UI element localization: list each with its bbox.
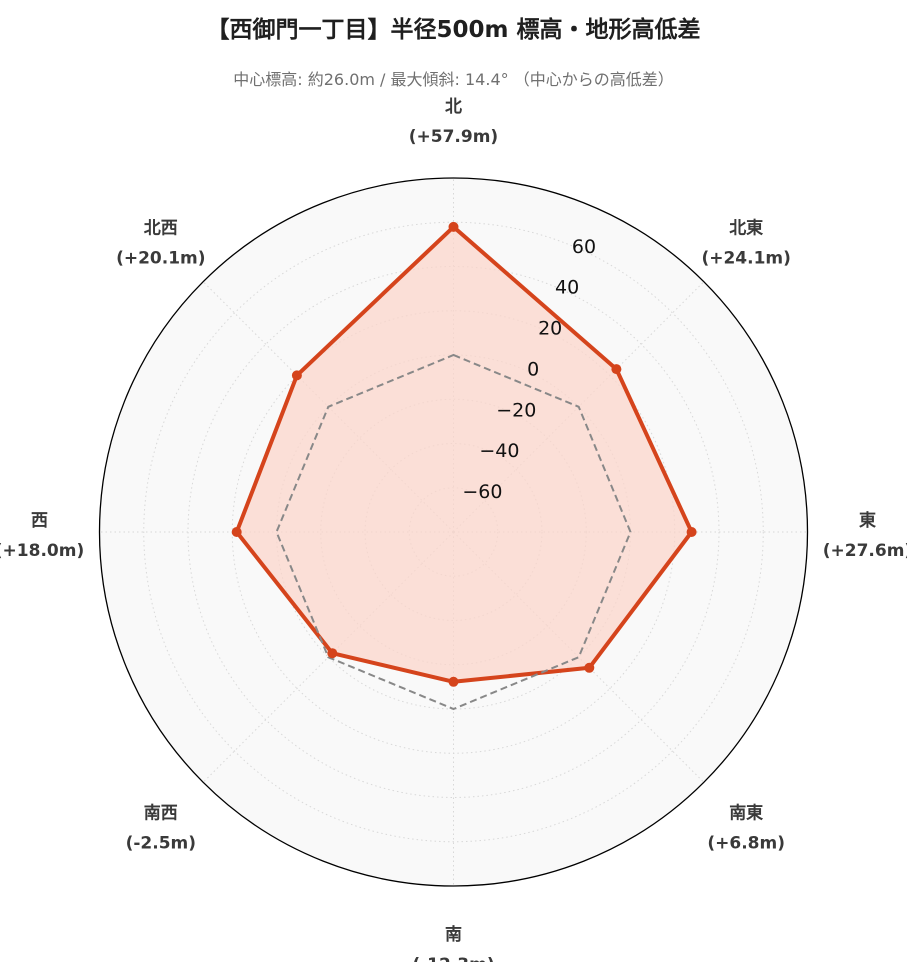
reference-line bbox=[275, 353, 632, 711]
direction-label: 南西 bbox=[144, 803, 178, 824]
radial-tick-label: 0 bbox=[527, 359, 539, 381]
direction-value-label: (+57.9m) bbox=[409, 127, 498, 147]
radial-tick-label: 20 bbox=[538, 318, 562, 340]
radial-tick-label: −20 bbox=[496, 399, 536, 421]
data-point bbox=[611, 364, 622, 375]
data-point bbox=[584, 662, 595, 673]
data-point bbox=[327, 648, 338, 659]
radial-tick-label: −40 bbox=[479, 440, 519, 462]
direction-value-label: (+27.6m) bbox=[823, 541, 907, 561]
radial-tick-label: 40 bbox=[555, 277, 579, 299]
chart-subtitle: 中心標高: 約26.0m / 最大傾斜: 14.4° （中心からの高低差） bbox=[233, 70, 674, 89]
chart-title: 【西御門一丁目】半径500m 標高・地形高低差 bbox=[206, 17, 701, 43]
direction-label: 南 bbox=[445, 924, 462, 945]
direction-label: 北 bbox=[445, 97, 462, 117]
data-point bbox=[448, 221, 459, 232]
radial-tick-label: −60 bbox=[462, 481, 502, 503]
direction-value-label: (+18.0m) bbox=[0, 541, 84, 561]
direction-label: 南東 bbox=[729, 803, 763, 824]
direction-value-label: (+6.8m) bbox=[707, 834, 785, 854]
direction-label: 東 bbox=[859, 510, 876, 531]
radial-tick-label: 60 bbox=[572, 236, 596, 258]
data-point bbox=[291, 370, 302, 381]
plot-frame bbox=[98, 177, 809, 887]
direction-value-label: (+24.1m) bbox=[701, 248, 790, 268]
data-point bbox=[448, 676, 459, 687]
direction-value-label: (+20.1m) bbox=[116, 248, 205, 268]
data-point bbox=[231, 527, 242, 537]
direction-label: 西 bbox=[31, 511, 48, 531]
direction-value-label: (-12.3m) bbox=[412, 955, 494, 962]
series-area bbox=[236, 226, 692, 682]
data-point bbox=[686, 527, 697, 537]
direction-label: 北東 bbox=[729, 217, 763, 238]
direction-label: 北西 bbox=[144, 218, 178, 238]
direction-value-label: (-2.5m) bbox=[126, 834, 196, 854]
